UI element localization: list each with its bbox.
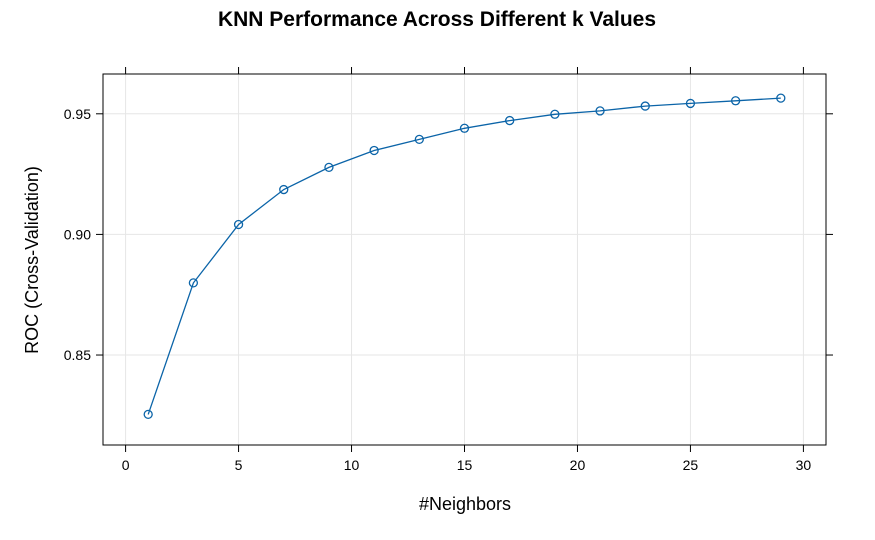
x-tick-label: 0 [122, 457, 130, 473]
data-point [279, 184, 289, 195]
data-point [595, 106, 605, 116]
data-point [730, 96, 741, 106]
x-tick-label: 20 [570, 457, 586, 473]
y-tick-label: 0.85 [64, 347, 91, 363]
data-point [188, 278, 199, 288]
data-point [640, 101, 650, 111]
data-point [459, 123, 470, 133]
data-point [550, 109, 560, 119]
data-point [414, 134, 424, 145]
data-point [685, 98, 696, 109]
data-point [776, 93, 786, 103]
x-tick-label: 25 [683, 457, 699, 473]
x-tick-label: 5 [235, 457, 243, 473]
y-tick-label: 0.90 [64, 226, 91, 242]
x-tick-label: 15 [457, 457, 473, 473]
series [143, 93, 786, 420]
x-tick-label: 10 [344, 457, 360, 473]
grid [103, 74, 826, 445]
x-axis-label: #Neighbors [419, 494, 511, 514]
data-point [324, 162, 334, 173]
data-point [369, 145, 379, 156]
y-tick-label: 0.95 [64, 106, 91, 122]
data-point [233, 219, 244, 230]
x-tick-label: 30 [796, 457, 812, 473]
chart-title: KNN Performance Across Different k Value… [218, 8, 656, 31]
y-axis-label: ROC (Cross-Validation) [22, 166, 42, 354]
data-point [505, 115, 515, 126]
axes: 0 5 10 15 20 25 30 0.85 0.90 0.95 [64, 67, 833, 473]
data-point [143, 409, 153, 420]
series-line [147, 97, 781, 415]
